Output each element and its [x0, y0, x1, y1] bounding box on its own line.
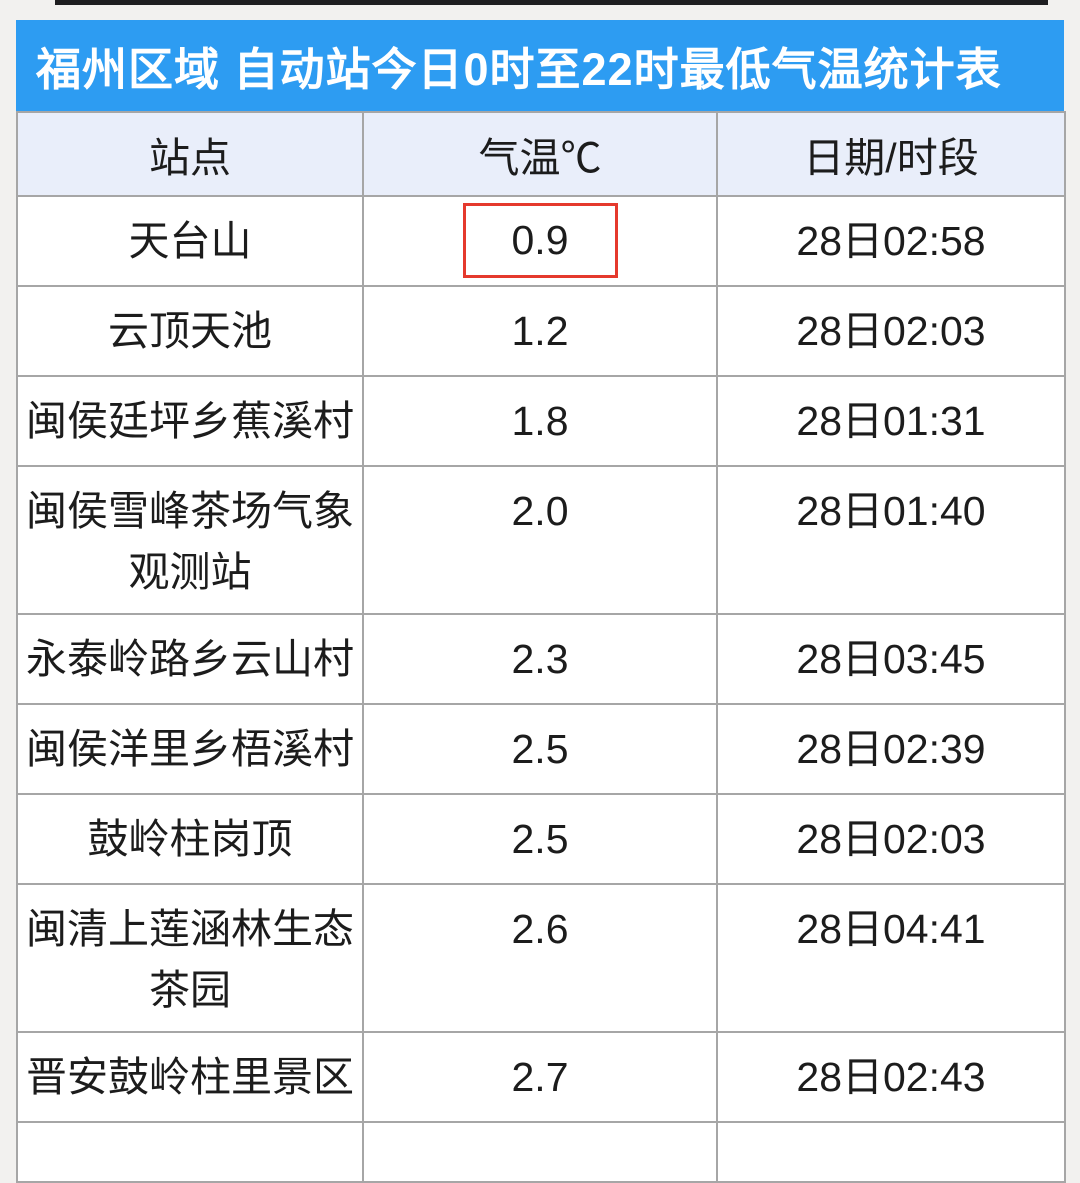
table-header-row: 站点 气温℃ 日期/时段	[16, 111, 1066, 197]
min-temperature-table: 站点 气温℃ 日期/时段 天台山 0.9 28日02:58 云顶天池 1.2 2…	[16, 111, 1066, 1183]
time-cell: 28日02:43	[716, 1031, 1066, 1123]
table-title-bar: 福州区域 自动站今日0时至22时最低气温统计表	[16, 20, 1064, 111]
time-cell: 28日01:31	[716, 375, 1066, 467]
time-cell	[716, 1121, 1066, 1183]
table-row: 晋安鼓岭柱里景区 2.7 28日02:43	[16, 1031, 1066, 1123]
temp-cell: 0.9	[362, 195, 718, 287]
temp-cell: 2.3	[362, 613, 718, 705]
station-cell: 闽侯雪峰茶场气象观测站	[16, 465, 364, 615]
station-cell: 天台山	[16, 195, 364, 287]
time-cell: 28日01:40	[716, 465, 1066, 615]
time-cell: 28日04:41	[716, 883, 1066, 1033]
temp-cell: 2.5	[362, 703, 718, 795]
station-cell: 云顶天池	[16, 285, 364, 377]
highlight-red-box: 0.9	[462, 203, 618, 278]
temperature-stats-card: 福州区域 自动站今日0时至22时最低气温统计表 站点 气温℃ 日期/时段 天台山…	[16, 20, 1066, 1183]
table-row: 鼓岭柱岗顶 2.5 28日02:03	[16, 793, 1066, 885]
table-title: 福州区域 自动站今日0时至22时最低气温统计表	[36, 44, 1002, 95]
station-cell: 闽侯洋里乡梧溪村	[16, 703, 364, 795]
table-row: 闽清上莲涵林生态茶园 2.6 28日04:41	[16, 883, 1066, 1033]
col-header-datetime: 日期/时段	[716, 111, 1066, 197]
station-cell: 永泰岭路乡云山村	[16, 613, 364, 705]
table-row: 云顶天池 1.2 28日02:03	[16, 285, 1066, 377]
time-cell: 28日02:58	[716, 195, 1066, 287]
table-row: 闽侯洋里乡梧溪村 2.5 28日02:39	[16, 703, 1066, 795]
temp-cell: 2.5	[362, 793, 718, 885]
temp-cell: 2.7	[362, 1031, 718, 1123]
temp-cell: 2.0	[362, 465, 718, 615]
col-header-temperature: 气温℃	[362, 111, 718, 197]
table-row: 闽侯廷坪乡蕉溪村 1.8 28日01:31	[16, 375, 1066, 467]
temp-cell	[362, 1121, 718, 1183]
table-row: 天台山 0.9 28日02:58	[16, 195, 1066, 287]
temp-cell: 1.8	[362, 375, 718, 467]
table-row: 永泰岭路乡云山村 2.3 28日03:45	[16, 613, 1066, 705]
station-cell: 鼓岭柱岗顶	[16, 793, 364, 885]
station-cell: 闽清上莲涵林生态茶园	[16, 883, 364, 1033]
station-cell: 晋安鼓岭柱里景区	[16, 1031, 364, 1123]
station-cell	[16, 1121, 364, 1183]
table-row-clipped	[16, 1121, 1066, 1183]
temp-value: 0.9	[511, 217, 569, 263]
time-cell: 28日03:45	[716, 613, 1066, 705]
time-cell: 28日02:39	[716, 703, 1066, 795]
station-cell: 闽侯廷坪乡蕉溪村	[16, 375, 364, 467]
temp-cell: 1.2	[362, 285, 718, 377]
top-edge-line	[55, 0, 1048, 5]
temp-cell: 2.6	[362, 883, 718, 1033]
col-header-station: 站点	[16, 111, 364, 197]
table-row: 闽侯雪峰茶场气象观测站 2.0 28日01:40	[16, 465, 1066, 615]
time-cell: 28日02:03	[716, 285, 1066, 377]
time-cell: 28日02:03	[716, 793, 1066, 885]
